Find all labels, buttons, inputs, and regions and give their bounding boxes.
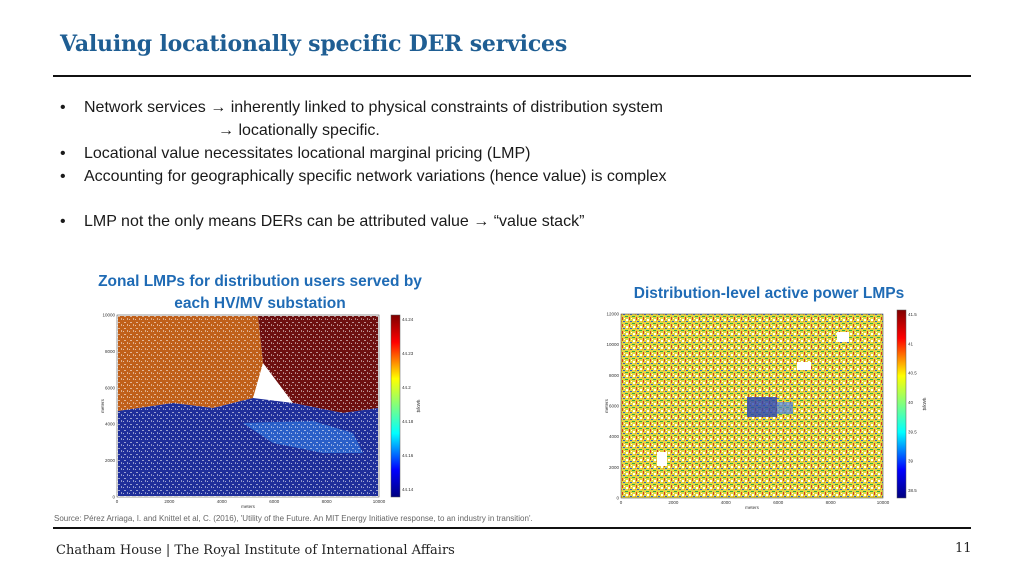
colorbar-tick-label: 44.2 (402, 385, 411, 390)
bullet-text: “value stack” (489, 213, 585, 230)
y-tick-label: 0 (112, 495, 115, 500)
colorbar-tick-label: 38.5 (908, 488, 917, 493)
bullet-text: Network services (84, 99, 211, 116)
title-divider (53, 75, 971, 77)
x-tick-label: 10000 (877, 500, 890, 505)
colorbar-tick-label: 40 (908, 400, 914, 405)
colorbar-label: $/kWh (922, 397, 927, 410)
caption-line: Zonal LMPs for distribution users served… (98, 273, 422, 290)
x-tick-label: 8000 (826, 500, 837, 505)
bullet-text: inherently linked to physical constraint… (226, 99, 663, 116)
bullet-dot: • (60, 213, 66, 230)
y-axis-label: meters (100, 398, 105, 413)
colorbar (390, 314, 401, 498)
caption-zonal-lmps: Zonal LMPs for distribution users served… (80, 271, 440, 315)
zonal-lmp-map: 10000 8000 6000 4000 2000 00 2000 4000 6000 8000 1… (100, 313, 421, 509)
x-axis-label: meters (745, 505, 760, 510)
colorbar-label: $/kWh (416, 399, 421, 412)
bullet-continuation: → locationally specific. (60, 119, 667, 142)
y-tick-label: 4000 (609, 434, 620, 439)
source-citation: Source: Pérez Arriaga, I. and Knittel et… (54, 514, 533, 523)
bullet-text: LMP not the only means DERs can be attri… (84, 213, 474, 230)
arrow-right-icon: → (210, 99, 227, 116)
bullet-item-value-stack: • LMP not the only means DERs can be att… (60, 210, 667, 233)
y-tick-label: 4000 (105, 422, 116, 427)
colorbar-tick-label: 44.14 (402, 487, 414, 492)
bullet-dot: • (60, 168, 66, 185)
y-tick-label: 8000 (105, 349, 116, 354)
arrow-right-icon: → (218, 122, 234, 139)
x-tick-label: 8000 (322, 499, 333, 504)
y-tick-label: 8000 (609, 373, 620, 378)
y-tick-label: 10000 (102, 313, 115, 318)
bullet-item-accounting: • Accounting for geographically specific… (60, 165, 667, 188)
x-tick-label: 2000 (668, 500, 679, 505)
colorbar (896, 309, 907, 499)
bullet-dot: • (60, 99, 66, 116)
y-tick-label: 0 (616, 496, 619, 501)
colorbar-tick-label: 41.5 (908, 312, 917, 317)
caption-line: each HV/MV substation (174, 295, 346, 312)
colorbar-tick-label: 39 (908, 459, 914, 464)
bullet-text: Accounting for geographically specific n… (84, 168, 667, 185)
y-tick-label: 6000 (609, 404, 620, 409)
x-tick-label: 4000 (217, 499, 228, 504)
arrow-right-icon: → (473, 213, 490, 230)
x-axis-label: meters (241, 504, 256, 508)
bullet-text: Locational value necessitates locational… (84, 145, 531, 162)
caption-distribution-lmps: Distribution-level active power LMPs (633, 285, 905, 302)
map-plot-area (116, 314, 380, 498)
bullet-text: locationally specific. (234, 122, 380, 139)
slide-title: Valuing locationally specific DER servic… (60, 31, 568, 57)
colorbar-tick-label: 39.5 (908, 429, 917, 434)
x-tick-label: 0 (620, 500, 623, 505)
y-tick-label: 2000 (609, 465, 620, 470)
colorbar-tick-label: 44.23 (402, 351, 414, 356)
x-tick-label: 2000 (164, 499, 175, 504)
x-tick-label: 6000 (269, 499, 280, 504)
colorbar-tick-label: 40.5 (908, 371, 917, 376)
x-tick-label: 10000 (373, 499, 386, 504)
y-tick-label: 6000 (105, 385, 116, 390)
colorbar-tick-label: 44.24 (402, 317, 414, 322)
bullet-item-network-services: • Network services → inherently linked t… (60, 96, 667, 119)
x-tick-label: 6000 (773, 500, 784, 505)
y-axis-label: meters (604, 398, 609, 413)
x-tick-label: 4000 (721, 500, 732, 505)
colorbar-tick-label: 44.16 (402, 453, 414, 458)
bullet-item-locational-value: • Locational value necessitates location… (60, 142, 667, 165)
y-tick-label: 2000 (105, 458, 116, 463)
footer-divider (53, 527, 971, 529)
distribution-lmp-map: 12000 10000 8000 6000 4000 2000 00 2000 4000 6000… (604, 309, 927, 510)
bullet-dot: • (60, 145, 66, 162)
bullet-list: • Network services → inherently linked t… (60, 96, 667, 233)
x-tick-label: 0 (116, 499, 119, 504)
colorbar-tick-label: 41 (908, 341, 914, 346)
colorbar-tick-label: 44.18 (402, 419, 414, 424)
map-plot-area (620, 313, 884, 499)
y-tick-label: 12000 (606, 312, 619, 317)
footer-organization: Chatham House | The Royal Institute of I… (56, 543, 455, 558)
page-number: 11 (955, 541, 972, 556)
y-tick-label: 10000 (606, 342, 619, 347)
